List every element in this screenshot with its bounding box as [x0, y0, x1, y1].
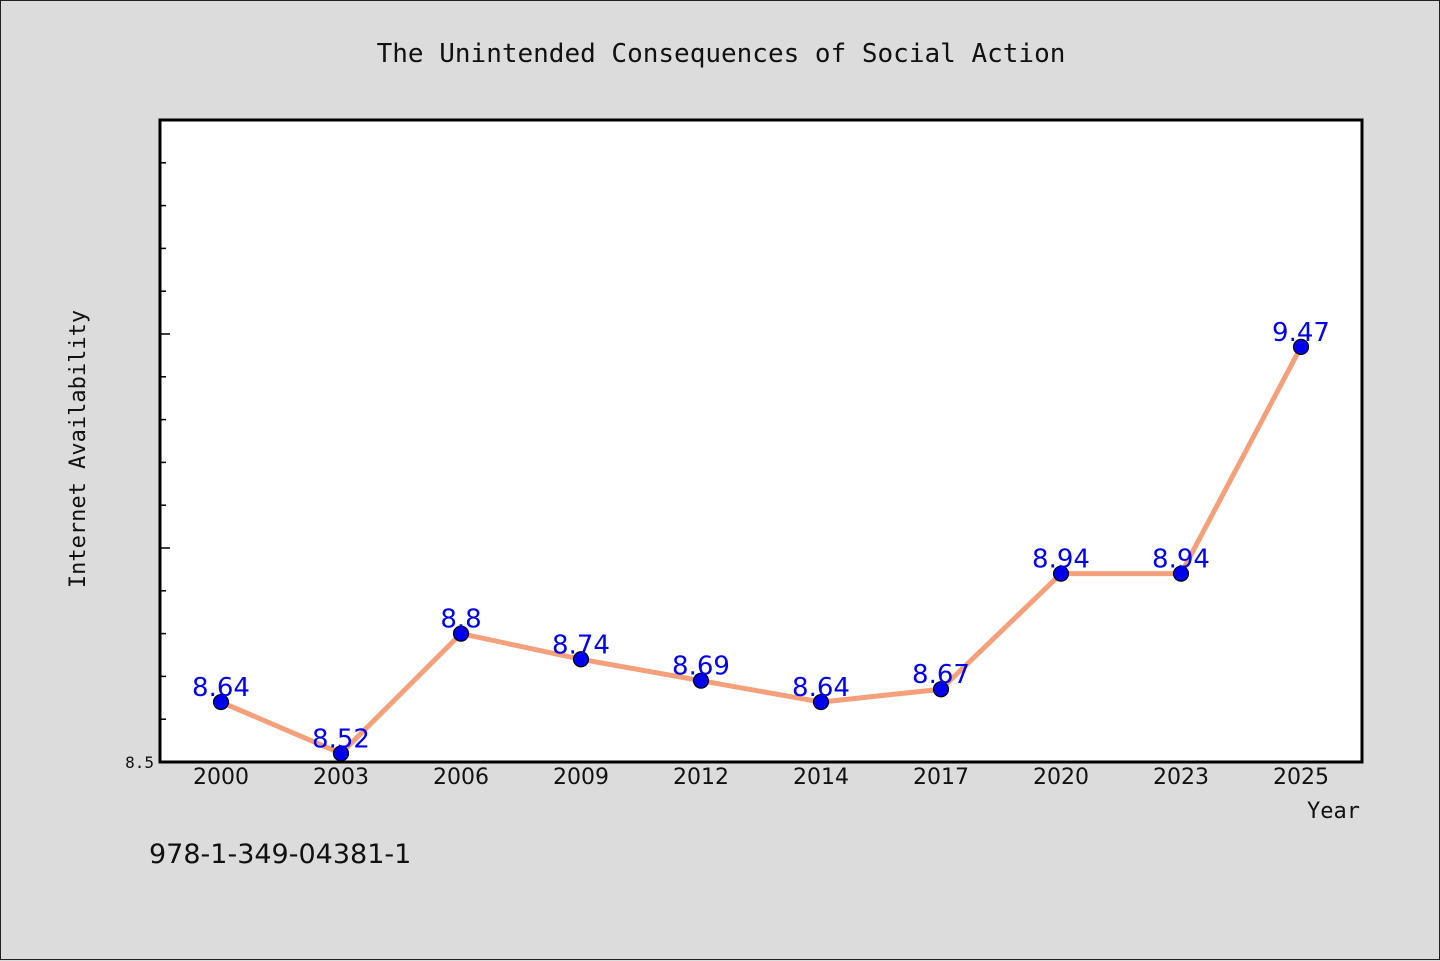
data-label: 8.52	[312, 724, 370, 754]
data-label: 8.64	[792, 673, 850, 703]
chart-title: The Unintended Consequences of Social Ac…	[377, 39, 1066, 69]
x-axis-label: Year	[1307, 799, 1360, 824]
x-tick-label: 2020	[1033, 765, 1089, 790]
data-label: 8.94	[1032, 545, 1090, 575]
data-label: 8.8	[440, 605, 481, 635]
data-point	[572, 651, 590, 668]
x-tick-label: 2003	[313, 765, 369, 790]
data-point	[932, 681, 950, 698]
x-tick-label: 2006	[433, 765, 489, 790]
data-point	[332, 745, 350, 762]
x-tick-label: 2017	[913, 765, 969, 790]
x-tick-label: 2000	[193, 765, 249, 790]
data-labels: 8.64 8.52 8.8 8.74 8.69 8.64 8.67 8.94 8.94 9.47	[192, 318, 1330, 755]
series-line	[218, 344, 1304, 756]
isbn-label: 978-1-349-04381-1	[149, 839, 411, 870]
plot-area	[158, 118, 1364, 764]
y-axis-ticks	[160, 162, 170, 763]
data-label: 8.67	[912, 660, 970, 690]
data-label: 8.74	[552, 630, 610, 660]
x-tick-label: 2009	[553, 765, 609, 790]
data-point	[1292, 338, 1310, 355]
data-point	[452, 625, 470, 642]
data-label: 8.64	[192, 673, 250, 703]
data-point	[812, 693, 830, 711]
data-point	[692, 672, 710, 689]
x-tick-label: 2012	[673, 765, 729, 790]
series-markers	[212, 338, 1310, 762]
data-label: 8.94	[1152, 545, 1210, 575]
y-tick-label: 8.5	[125, 753, 154, 772]
data-point	[1172, 565, 1190, 582]
y-axis-tick-labels: 8.5	[125, 753, 154, 772]
data-point	[1052, 565, 1070, 582]
y-axis-label: Internet Availability	[66, 310, 91, 588]
x-tick-label: 2014	[793, 765, 849, 790]
data-label: 8.69	[672, 652, 730, 682]
data-label: 9.47	[1272, 318, 1330, 348]
x-tick-label: 2023	[1153, 765, 1209, 790]
x-tick-label: 2025	[1273, 765, 1329, 790]
x-axis-tick-labels: 2000 2003 2006 2009 2012 2014 2017 2020 2023 2025	[193, 765, 1329, 790]
data-point	[212, 693, 230, 711]
